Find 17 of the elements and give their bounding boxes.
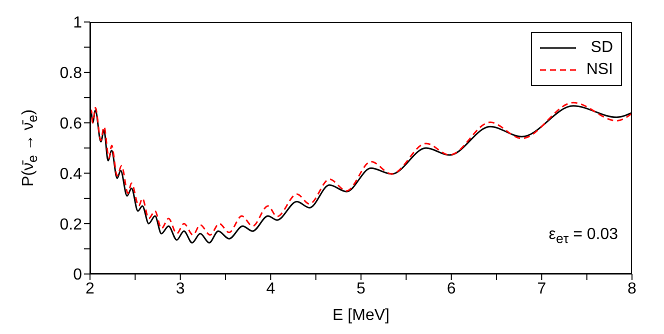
legend-label: NSI [586,60,613,80]
x-tick-label: 4 [266,280,276,298]
x-tick-label: 7 [537,280,546,298]
y-tick-label: 0 [73,266,82,284]
annotation: ε$_{eτ}$ = 0.03 [548,226,618,246]
y-tick-label: 0.6 [60,115,82,132]
x-tick-label: 5 [356,280,366,298]
y-tick-label: 0.4 [60,166,82,183]
legend-label: SD [590,38,613,58]
x-tick-label: 2 [86,280,95,298]
x-tick-label: 6 [446,280,456,298]
x-axis-title: E [MeV] [332,307,390,324]
x-tick-label: 3 [176,280,185,298]
y-tick-label: 0.2 [60,216,82,234]
y-tick-label: 0.8 [60,65,82,82]
x-tick-label: 8 [628,280,637,298]
y-tick-label: 1 [73,14,82,32]
